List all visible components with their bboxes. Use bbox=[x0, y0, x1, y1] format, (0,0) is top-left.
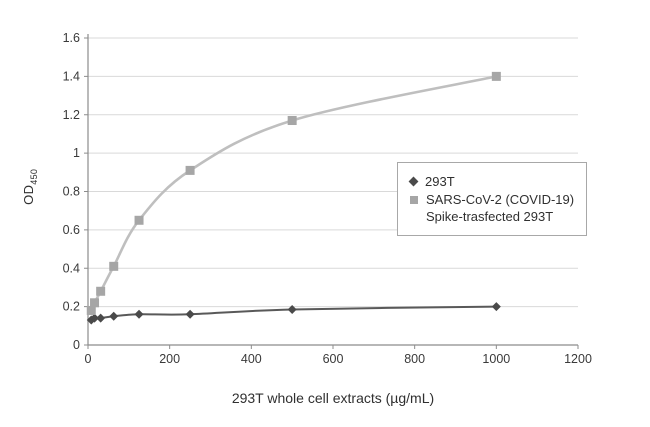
legend-marker-diamond-icon bbox=[408, 176, 419, 187]
y-tick-label: 0 bbox=[73, 338, 80, 352]
data-point-square bbox=[90, 298, 100, 308]
legend-label-line: SARS-CoV-2 (COVID-19) bbox=[426, 192, 575, 207]
x-tick-label: 600 bbox=[323, 352, 344, 366]
data-point-square bbox=[134, 215, 144, 225]
data-point-diamond bbox=[287, 305, 297, 315]
y-tick-label: 1 bbox=[73, 146, 80, 160]
data-point-square bbox=[185, 165, 195, 175]
y-tick-label: 1.6 bbox=[63, 31, 80, 45]
legend: 293T SARS-CoV-2 (COVID-19) Spike-trasfecte… bbox=[397, 162, 588, 236]
legend-entry-1: 293T bbox=[408, 173, 574, 190]
x-tick-label: 400 bbox=[241, 352, 262, 366]
x-tick-label: 1200 bbox=[564, 352, 592, 366]
y-tick-label: 1.2 bbox=[63, 108, 80, 122]
y-axis-title: OD450 bbox=[21, 155, 39, 219]
y-tick-label: 0.4 bbox=[63, 261, 80, 275]
legend-label-line: Spike-trasfected 293T bbox=[426, 209, 554, 224]
y-axis-title-main: OD bbox=[21, 184, 37, 205]
y-axis-title-sub: 450 bbox=[28, 168, 39, 185]
y-tick-label: 0.8 bbox=[63, 185, 80, 199]
legend-marker-square-icon bbox=[410, 196, 418, 204]
x-tick-label: 0 bbox=[85, 352, 92, 366]
x-tick-label: 1000 bbox=[482, 352, 510, 366]
data-point-square bbox=[109, 261, 119, 271]
legend-label: SARS-CoV-2 (COVID-19) Spike-trasfected 29… bbox=[426, 191, 574, 225]
data-point-diamond bbox=[96, 313, 106, 323]
legend-entry-2: SARS-CoV-2 (COVID-19) Spike-trasfected 29… bbox=[408, 191, 574, 225]
data-point-diamond bbox=[491, 302, 501, 312]
data-point-square bbox=[86, 305, 96, 315]
data-point-diamond bbox=[90, 313, 100, 323]
legend-label: 293T bbox=[425, 173, 455, 190]
y-tick-label: 0.2 bbox=[63, 300, 80, 314]
y-tick-label: 1.4 bbox=[63, 69, 80, 83]
data-point-square bbox=[491, 71, 501, 81]
legend-label-line: 293T bbox=[425, 174, 455, 189]
x-tick-label: 800 bbox=[404, 352, 425, 366]
data-point-diamond bbox=[185, 309, 195, 319]
data-point-square bbox=[96, 286, 106, 296]
y-tick-label: 0.6 bbox=[63, 223, 80, 237]
data-point-diamond bbox=[109, 311, 119, 321]
x-tick-label: 200 bbox=[159, 352, 180, 366]
data-point-diamond bbox=[134, 309, 144, 319]
data-point-square bbox=[287, 116, 297, 126]
x-axis-title: 293T whole cell extracts (µg/mL) bbox=[231, 390, 435, 406]
